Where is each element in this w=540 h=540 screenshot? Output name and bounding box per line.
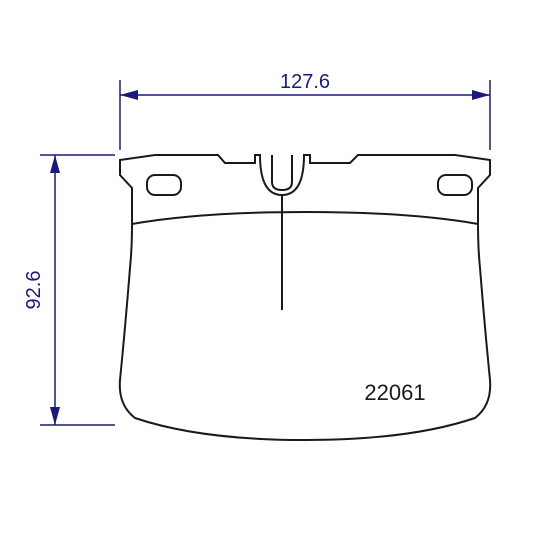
part-outline xyxy=(120,155,490,440)
part-number-label: 22061 xyxy=(364,380,425,405)
dimension-height-label: 92.6 xyxy=(23,271,45,310)
dimension-height xyxy=(40,155,115,425)
technical-drawing: 127.6 92.6 22061 xyxy=(0,0,540,540)
dimension-width-label: 127.6 xyxy=(280,71,330,93)
